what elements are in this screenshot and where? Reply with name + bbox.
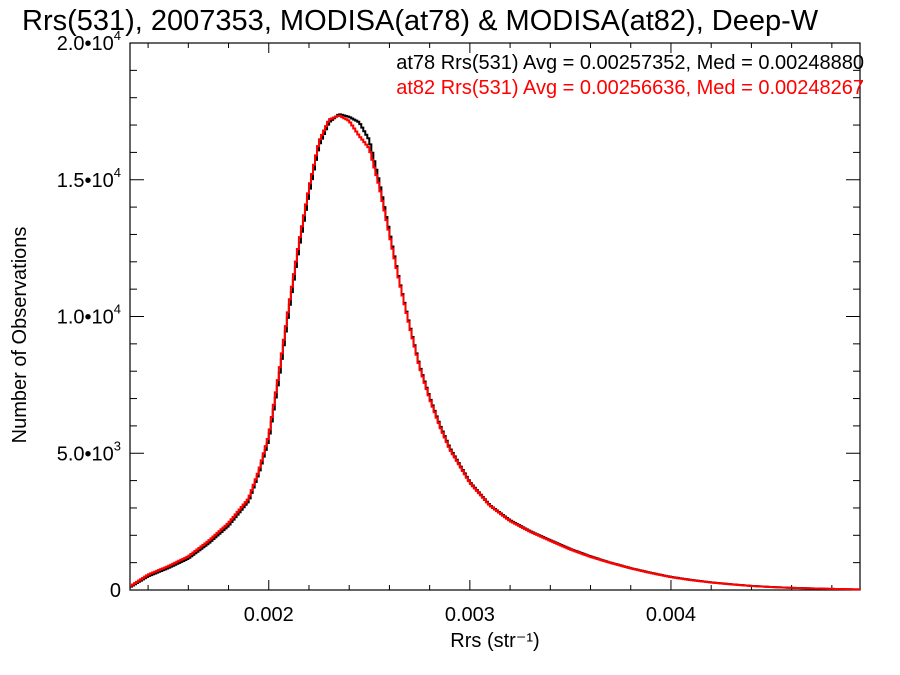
x-axis-label: Rrs (str⁻¹) — [450, 630, 539, 652]
y-tick-label-text: 0 — [110, 580, 121, 602]
y-tick-label: 1.5•104 — [57, 165, 121, 192]
y-tick-exponent: 3 — [114, 438, 121, 453]
plot-area: 0.002 0.003 0.004 05.0•1031.0•1041.5•1042.… — [57, 28, 861, 626]
y-axis-label: Number of Observations — [9, 227, 31, 444]
x-axis-label-text: Rrs (str⁻¹) — [450, 630, 539, 652]
y-tick-label: 0 — [110, 580, 121, 602]
x-tick-label: 0.003 — [445, 604, 495, 626]
y-tick-label-text: 5.0•10 — [57, 443, 114, 465]
y-tick-label: 2.0•104 — [57, 28, 121, 55]
y-tick-label-text: 2.0•10 — [57, 33, 114, 55]
x-tick-label: 0.004 — [646, 604, 696, 626]
y-tick-exponent: 4 — [114, 28, 121, 43]
stats-annotations: at78 Rrs(531) Avg = 0.00257352, Med = 0.… — [396, 52, 864, 99]
series-layer — [130, 113, 861, 591]
y-tick-label: 1.0•104 — [57, 302, 121, 329]
y-tick-label-text: 1.0•10 — [57, 307, 114, 329]
chart-title: Rrs(531), 2007353, MODISA(at78) & MODISA… — [22, 5, 819, 37]
x-tick-label: 0.002 — [244, 604, 294, 626]
stats-annotation: at78 Rrs(531) Avg = 0.00257352, Med = 0.… — [396, 52, 864, 74]
series-line-at82 — [130, 114, 861, 591]
y-tick-label-text: 1.5•10 — [57, 170, 114, 192]
x-axis: 0.002 0.003 0.004 — [147, 43, 833, 626]
stats-annotation: at82 Rrs(531) Avg = 0.00256636, Med = 0.… — [396, 77, 864, 99]
y-tick-exponent: 4 — [114, 165, 121, 180]
y-tick-exponent: 4 — [114, 302, 121, 317]
y-tick-label: 5.0•103 — [57, 438, 121, 465]
